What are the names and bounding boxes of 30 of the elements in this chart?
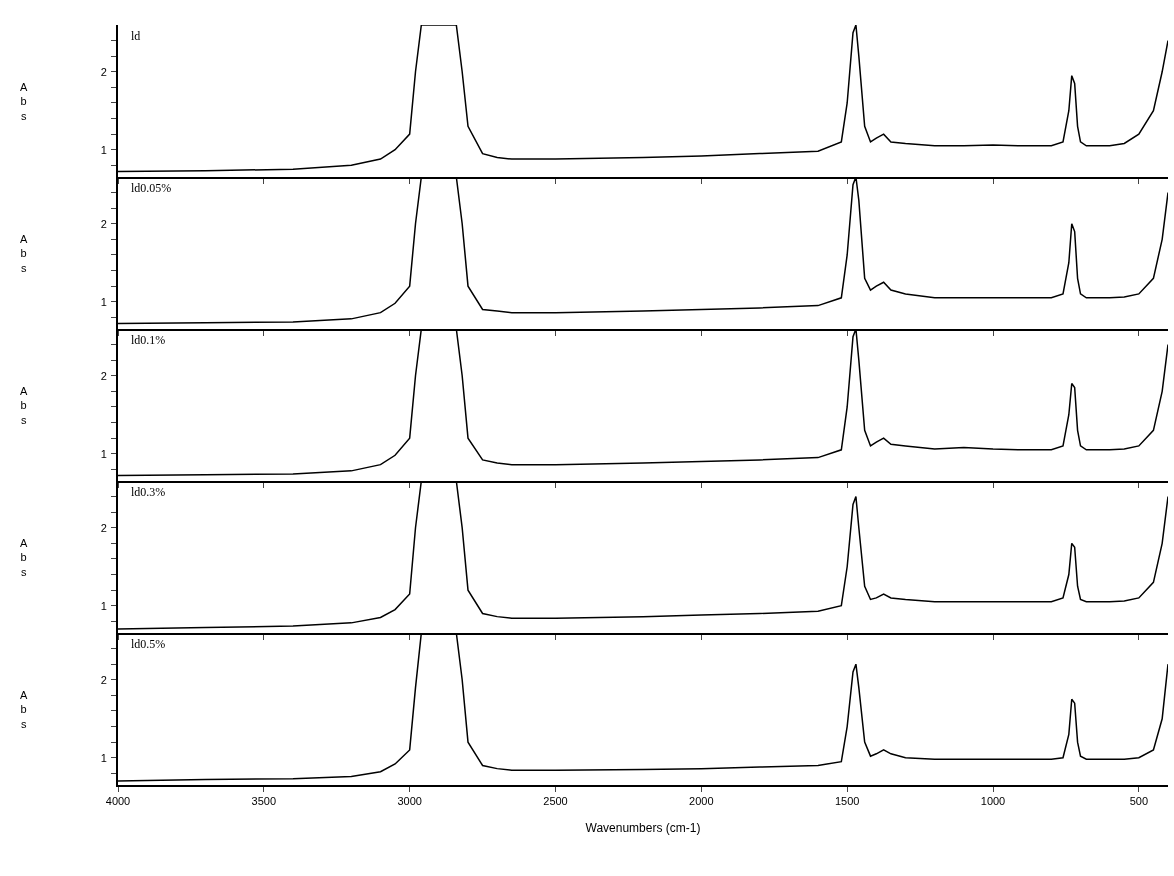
x-tick-label: 4000 — [105, 795, 131, 808]
x-tick-label: 3500 — [251, 795, 277, 808]
y-tick-label: 2 — [100, 369, 107, 382]
y-tick-label: 2 — [100, 217, 107, 230]
y-tick-label: 1 — [100, 295, 107, 308]
y-axis-title: Abs — [20, 537, 28, 578]
x-tick-label: 500 — [1129, 795, 1149, 808]
y-tick-label: 2 — [100, 521, 107, 534]
y-tick-label: 1 — [100, 447, 107, 460]
y-tick-label: 1 — [100, 599, 107, 612]
x-tick-label: 1500 — [834, 795, 860, 808]
y-tick-label: 1 — [100, 751, 107, 764]
y-axis-title: Abs — [20, 233, 28, 274]
y-axis-title: Abs — [20, 81, 28, 122]
y-tick-label: 1 — [100, 143, 107, 156]
annotation: ld0.5% — [131, 637, 166, 651]
annotation: ld — [131, 29, 141, 43]
annotation: ld0.3% — [131, 485, 166, 499]
annotation: ld0.05% — [131, 181, 172, 195]
annotation: ld0.1% — [131, 333, 166, 347]
x-axis-title: Wavenumbers (cm-1) — [585, 821, 701, 835]
y-axis-title: Abs — [20, 689, 28, 730]
x-tick-label: 3000 — [397, 795, 422, 808]
x-tick-label: 2000 — [689, 795, 714, 808]
x-tick-label: 2500 — [543, 795, 568, 808]
y-tick-label: 2 — [100, 65, 107, 78]
y-tick-label: 2 — [100, 673, 107, 686]
y-axis-title: Abs — [20, 385, 28, 426]
line-series — [118, 25, 1168, 173]
x-tick-label: 1000 — [980, 795, 1006, 808]
